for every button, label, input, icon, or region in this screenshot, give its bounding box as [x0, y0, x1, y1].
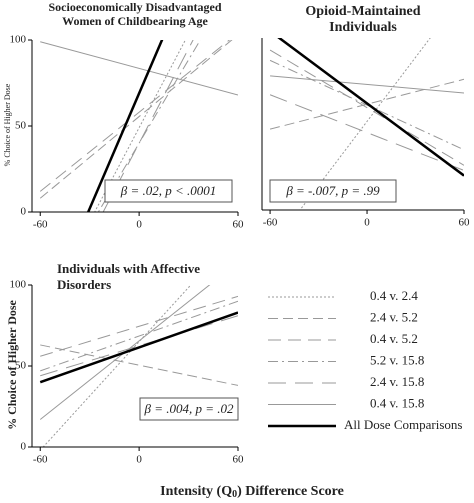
plot-lines	[269, 38, 464, 210]
x-label-part: ) Difference Score	[237, 484, 344, 499]
y-axis-label: % Choice of Higher Dose	[5, 299, 19, 429]
legend-label: 0.4 v. 2.4	[370, 288, 418, 303]
series-line	[270, 75, 464, 94]
legend-label: All Dose Comparisons	[344, 417, 462, 432]
y-tick-label: 50	[15, 360, 27, 372]
x-tick-label: 0	[136, 219, 142, 231]
legend-label: 2.4 v. 15.8	[370, 374, 424, 389]
panel-title: Disorders	[57, 277, 111, 292]
legend-label: 0.4 v. 5.2	[370, 331, 418, 346]
series-line	[269, 78, 464, 130]
panel-title: Opioid-Maintained	[305, 4, 420, 19]
series-line	[40, 344, 238, 386]
series-line	[39, 40, 231, 192]
series-line	[269, 94, 464, 171]
panel-title: Women of Childbearing Age	[62, 14, 208, 28]
series-line	[39, 311, 238, 384]
series-line	[42, 285, 192, 447]
x-tick-label: 0	[364, 217, 370, 229]
panel-title: Individuals with Affective	[57, 261, 200, 276]
series-line	[39, 40, 233, 199]
y-axis-label: % Choice of Higher Dose	[3, 83, 12, 166]
x-tick-label: -60	[263, 217, 278, 229]
annotation-box	[104, 179, 233, 203]
x-label-sub: 0	[232, 489, 237, 500]
x-tick-label: 60	[233, 219, 245, 231]
annotation: β = -.007, p = .99	[285, 183, 380, 198]
x-tick-label: -60	[33, 219, 48, 231]
series-line	[39, 285, 211, 420]
annotation-box	[269, 179, 397, 203]
panel-title: Socioeconomically Disadvantaged	[49, 0, 222, 14]
x-tick-label: 60	[233, 454, 245, 466]
series-line	[40, 300, 238, 372]
legend-label: 2.4 v. 5.2	[370, 309, 418, 324]
series-line	[269, 49, 464, 166]
series-line	[86, 40, 164, 212]
plot-lines	[39, 40, 238, 212]
x-label-part: Intensity (Q	[160, 484, 232, 499]
annotation: β = .004, p = .02	[143, 401, 234, 416]
annotation-box	[139, 397, 239, 421]
annotation: β = .02, p < .0001	[120, 183, 217, 198]
series-line	[277, 38, 464, 177]
y-tick-label: 50	[15, 120, 27, 132]
x-tick-label: 0	[136, 454, 142, 466]
y-tick-label: 0	[21, 441, 27, 453]
x-axis-label: Intensity (Q0) Difference Score	[160, 484, 344, 500]
legend-label: 5.2 v. 15.8	[370, 352, 424, 367]
series-line	[40, 315, 238, 377]
legend-label: 0.4 v. 15.8	[370, 395, 424, 410]
series-line	[40, 41, 238, 96]
y-tick-label: 100	[10, 279, 27, 291]
y-tick-label: 100	[10, 34, 27, 46]
plot-lines	[39, 285, 238, 447]
x-tick-label: 60	[459, 217, 471, 229]
series-line	[40, 295, 238, 357]
series-line	[269, 59, 464, 151]
panel-title: Individuals	[329, 20, 397, 35]
y-tick-label: 0	[21, 206, 27, 218]
x-tick-label: -60	[33, 454, 48, 466]
series-line	[299, 38, 431, 210]
